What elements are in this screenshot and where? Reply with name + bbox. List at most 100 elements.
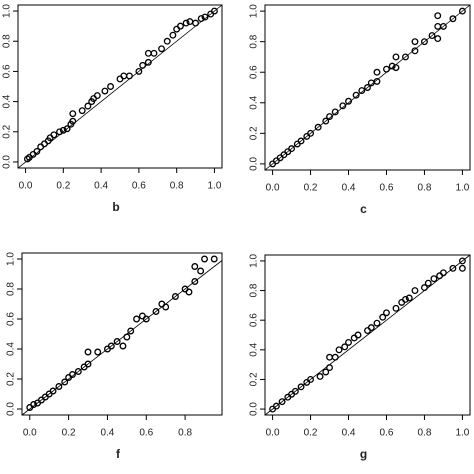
plot-frame [264,254,471,416]
point [458,7,466,15]
point [101,87,109,95]
point [392,304,400,312]
point [84,102,92,110]
point [326,353,333,361]
point [307,129,315,137]
x-tick-label: 1.0 [455,428,469,439]
x-tick-label: 0.4 [342,428,356,439]
point [116,75,124,83]
point [392,64,400,72]
point [59,126,67,134]
point [74,368,82,375]
point [278,398,286,406]
point [402,295,409,303]
point [297,137,305,145]
reference-line [17,4,223,169]
x-tick-label: 0.4 [342,183,356,194]
point [69,117,77,125]
point [458,264,466,272]
point [331,353,339,361]
point [314,123,322,131]
point [373,77,381,85]
y-tick-label: 0.6 [249,65,260,79]
point [113,338,121,345]
point [326,364,333,372]
y-tick-label: 0.0 [6,402,17,416]
point [420,38,428,46]
point [176,22,184,30]
point [428,32,436,40]
point [171,293,179,300]
point [144,49,152,57]
x-tick-label: 0.0 [19,181,33,192]
point [201,13,209,21]
point [307,375,315,383]
point [411,38,419,46]
point [119,342,127,350]
point [210,7,218,15]
point [191,263,199,270]
y-tick-label: 0.2 [6,372,17,386]
point [405,294,413,302]
point [335,346,343,354]
point [345,97,352,105]
point [127,327,135,335]
x-tick-label: 1.0 [207,181,221,192]
point [63,125,71,133]
y-tick-label: 1.0 [249,254,260,268]
point [373,319,381,327]
x-tick-label: 0.6 [132,181,146,192]
x-tick-label: 0.6 [380,428,394,439]
point [288,145,296,153]
y-tick-label: 0.0 [249,157,260,171]
panel-label: b [112,200,119,214]
y-tick-label: 0.0 [2,155,13,169]
point [139,61,147,69]
point [144,58,152,66]
y-tick-label: 0.4 [2,94,13,108]
point [55,383,63,390]
point [182,19,190,27]
point [411,47,419,55]
reference-line [21,260,223,416]
point [383,65,390,73]
point [388,62,396,70]
point [434,22,442,30]
y-tick-label: 1.0 [6,252,17,266]
y-tick-label: 0.8 [6,282,17,296]
point [93,92,101,100]
point [383,309,390,317]
point [120,72,128,80]
x-tick-label: 0.2 [62,428,76,439]
x-tick-label: 0.8 [178,428,192,439]
x-tick-label: 0.8 [417,183,431,194]
point [420,284,428,292]
y-tick-label: 0.8 [249,283,260,297]
y-tick-label: 0.2 [2,124,13,138]
point [107,342,115,350]
point [210,255,218,263]
point [56,128,64,136]
point [326,113,333,120]
plot-frame [17,4,223,169]
point [322,117,330,125]
point [449,15,457,23]
point [30,401,38,408]
x-tick-label: 0.0 [23,428,37,439]
point [135,67,143,75]
x-tick-label: 0.6 [139,428,153,439]
point [434,35,442,43]
y-tick-label: 1.0 [2,4,13,18]
point [449,264,457,272]
point [107,83,115,90]
point [458,257,466,265]
point [424,279,432,287]
point [169,31,177,39]
point [398,298,406,306]
point [173,25,181,33]
point [69,110,77,118]
point [392,53,400,61]
y-tick-label: 0.6 [6,312,17,326]
x-tick-label: 0.2 [304,183,318,194]
panel-label: f [116,447,121,461]
